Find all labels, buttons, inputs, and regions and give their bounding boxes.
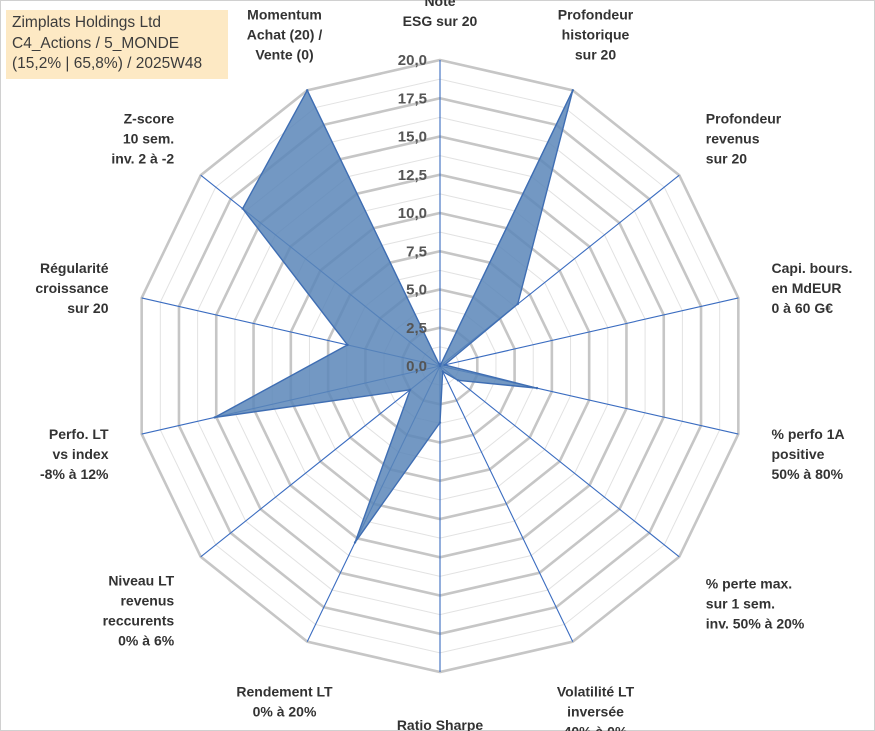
axis-spoke (439, 365, 574, 642)
axis-label-line: Niveau LT (108, 572, 174, 588)
ratios-label: (15,2% | 65,8%) / 2025W48 (12, 55, 203, 72)
axis-label-line: inversée (567, 703, 624, 719)
axis-label-line: -8% à 12% (40, 466, 109, 482)
axis-label-line: % perfo 1A (772, 426, 845, 442)
data-point (346, 343, 349, 347)
axis-label-line: ESG sur 20 (403, 13, 478, 29)
axis-label-line: 50% à 80% (772, 466, 844, 482)
category-label: C4_Actions / 5_MONDE (12, 34, 180, 52)
axis-label-line: sur 20 (67, 300, 108, 316)
data-series (213, 89, 574, 544)
axis-label-line: sur 20 (575, 47, 616, 63)
axis-label-line: Ratio Sharpe (397, 717, 484, 731)
axis-label-line: % perte max. (706, 576, 792, 592)
axis-label: Rendement LT 0% à 20% (236, 683, 333, 719)
data-point (306, 89, 309, 92)
data-point (213, 416, 216, 419)
data-point (438, 364, 442, 368)
axis-spoke (200, 365, 441, 558)
info-box: Zimplats Holdings Ltd C4_Actions / 5_MON… (6, 10, 228, 79)
data-point (516, 302, 519, 306)
axis-label-line: inv. 50% à 20% (706, 616, 805, 632)
axis-label: Ratio Sharpe0 à 1 (397, 717, 484, 731)
data-point (353, 541, 357, 544)
axis-label-line: reccurents (103, 612, 175, 628)
axis-label: Capi. bours. en MdEUR 0 à 60 G€ (772, 260, 853, 316)
axis-label: Volatilité LT inversée 40% à 0% (557, 683, 635, 731)
axis-label-line: Profondeur (558, 7, 634, 23)
axis-label-line: croissance (35, 280, 108, 296)
axis-label-line: Z-score (124, 110, 175, 126)
axis-label: Profondeur revenus sur 20 (706, 110, 782, 166)
axis-spoke (439, 297, 739, 367)
data-point (241, 207, 244, 210)
axis-label: % perte max. sur 1 sem. inv. 50% à 20% (706, 576, 805, 632)
axis-label-line: Régularité (40, 260, 109, 276)
tick-label: 12,5 (398, 167, 427, 184)
axis-label-line: positive (772, 446, 825, 462)
axis-label-line: Momentum (247, 7, 322, 23)
data-point (443, 363, 446, 367)
axis-label-line: Capi. bours. (772, 260, 853, 276)
axis-label: Perfo. LT vs index -8% à 12% (40, 426, 109, 482)
radial-tick-labels: 0,0 2,5 5,0 7,5 10,0 12,5 15,0 17,5 20,0 (398, 52, 427, 375)
axis-label-line: 0 à 60 G€ (772, 300, 834, 316)
tick-label: 5,0 (406, 282, 427, 299)
axis-label-line: Perfo. LT (49, 426, 109, 442)
axis-label: Niveau LT revenus reccurents 0% à 6% (103, 572, 175, 648)
axis-spoke (439, 365, 680, 558)
axis-label-line: 40% à 0% (564, 723, 628, 731)
axis-label-line: 10 sem. (123, 130, 174, 146)
axis-label: Profondeur historique sur 20 (558, 7, 634, 63)
tick-label: 20,0 (398, 52, 427, 69)
axis-label-line: Vente (0) (255, 47, 313, 63)
axis-label-line: revenus (120, 592, 174, 608)
tick-label: 17,5 (398, 90, 427, 107)
axis-label-line: Profondeur (706, 110, 782, 126)
axis-label: Momentum Achat (20) / Vente (0) (247, 7, 323, 63)
tick-label: 10,0 (398, 205, 427, 222)
axis-label-line: sur 1 sem. (706, 596, 775, 612)
axis-label-line: revenus (706, 130, 760, 146)
axis-label: Régularité croissance sur 20 (35, 260, 108, 316)
axis-label-line: Volatilité LT (557, 683, 635, 699)
axis-label-line: historique (562, 27, 630, 43)
axis-labels: Note ESG sur 20 Profondeur historique sur 20… (35, 0, 852, 731)
data-point (438, 421, 442, 424)
data-point (441, 370, 444, 373)
data-point (456, 379, 460, 382)
axis-label-line: Rendement LT (236, 683, 333, 699)
axis-label-line: 0% à 20% (253, 703, 317, 719)
axis-label: Z-score 10 sem. inv. 2 à -2 (111, 110, 174, 166)
tick-label: 15,0 (398, 129, 427, 146)
axis-label-line: vs index (52, 446, 108, 462)
axis-label-line: 0% à 6% (118, 632, 175, 648)
data-point (571, 89, 574, 92)
axis-label: Note ESG sur 20 (403, 0, 478, 29)
axis-label-line: inv. 2 à -2 (111, 150, 174, 166)
data-point (408, 388, 412, 392)
data-point (535, 386, 539, 390)
axis-label-line: sur 20 (706, 150, 747, 166)
axis-label-line: en MdEUR (772, 280, 842, 296)
axis-label-line: Achat (20) / (247, 27, 323, 43)
axis-label-line: Note (424, 0, 455, 9)
company-name: Zimplats Holdings Ltd (12, 14, 162, 31)
tick-label: 0,0 (406, 358, 427, 375)
tick-label: 7,5 (406, 243, 427, 260)
axis-label: % perfo 1A positive 50% à 80% (772, 426, 845, 482)
tick-label: 2,5 (406, 320, 427, 337)
